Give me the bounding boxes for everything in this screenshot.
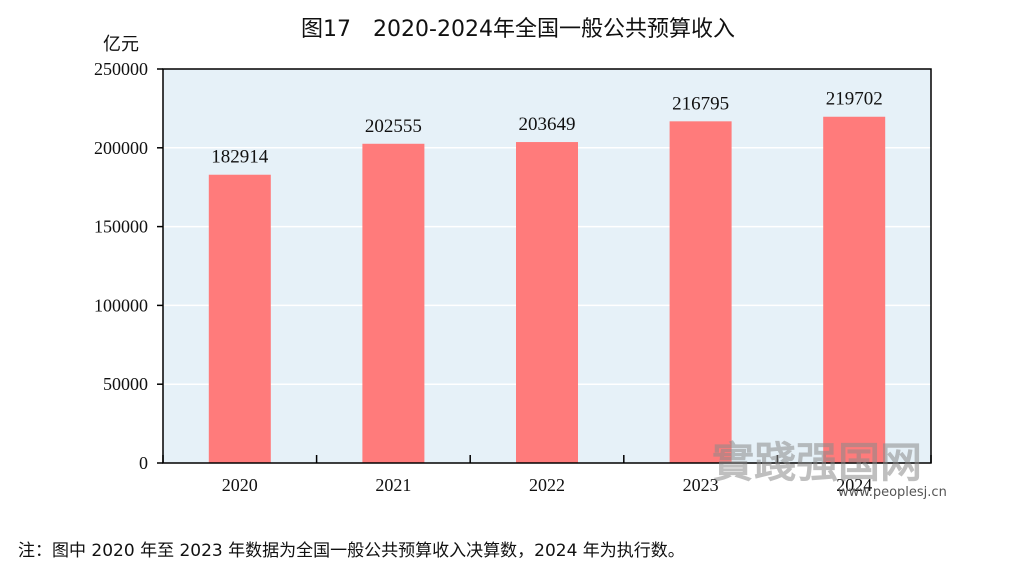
footnote: 注：图中 2020 年至 2023 年数据为全国一般公共预算收入决算数，2024… [18,541,685,561]
data-label-2024: 219702 [826,89,883,110]
watermark: 實踐强国网 www.peoplesj.cn [712,438,947,500]
plot-frame [162,68,932,464]
watermark-url: www.peoplesj.cn [838,485,947,500]
data-label-2021: 202555 [365,116,422,137]
y-tick-label: 100000 [94,295,148,315]
x-tick-label: 2023 [683,475,719,495]
x-tick-labels: 2020 2021 2022 2023 2024 [222,475,872,495]
watermark-logo: 實踐强国网 [712,438,922,487]
bars [208,116,886,464]
bar-2021 [362,143,425,463]
data-label-2023: 216795 [672,93,729,114]
y-tick-label: 200000 [94,138,148,158]
axes [157,68,932,464]
x-tick-label: 2024 [836,475,872,495]
x-tick-label: 2022 [529,475,565,495]
data-labels: 182914 202555 203649 216795 219702 [211,89,882,168]
y-tick-label: 50000 [103,374,148,394]
data-label-2020: 182914 [211,147,269,168]
bar-2024 [823,116,886,464]
y-tick-label: 250000 [94,59,148,79]
y-tick-label: 150000 [94,217,148,237]
x-tick-label: 2020 [222,475,258,495]
bar-2023 [669,121,732,463]
bar-2022 [516,142,578,463]
chart-title: 图17 2020-2024年全国一般公共预算收入 [301,17,735,42]
y-tick-label: 0 [139,453,148,473]
y-tick-labels: 0 50000 100000 150000 200000 250000 [94,59,148,473]
data-label-2022: 203649 [519,114,576,135]
y-axis-unit: 亿元 [103,34,139,55]
bar-2020 [208,174,271,463]
x-tick-label: 2021 [375,475,411,495]
